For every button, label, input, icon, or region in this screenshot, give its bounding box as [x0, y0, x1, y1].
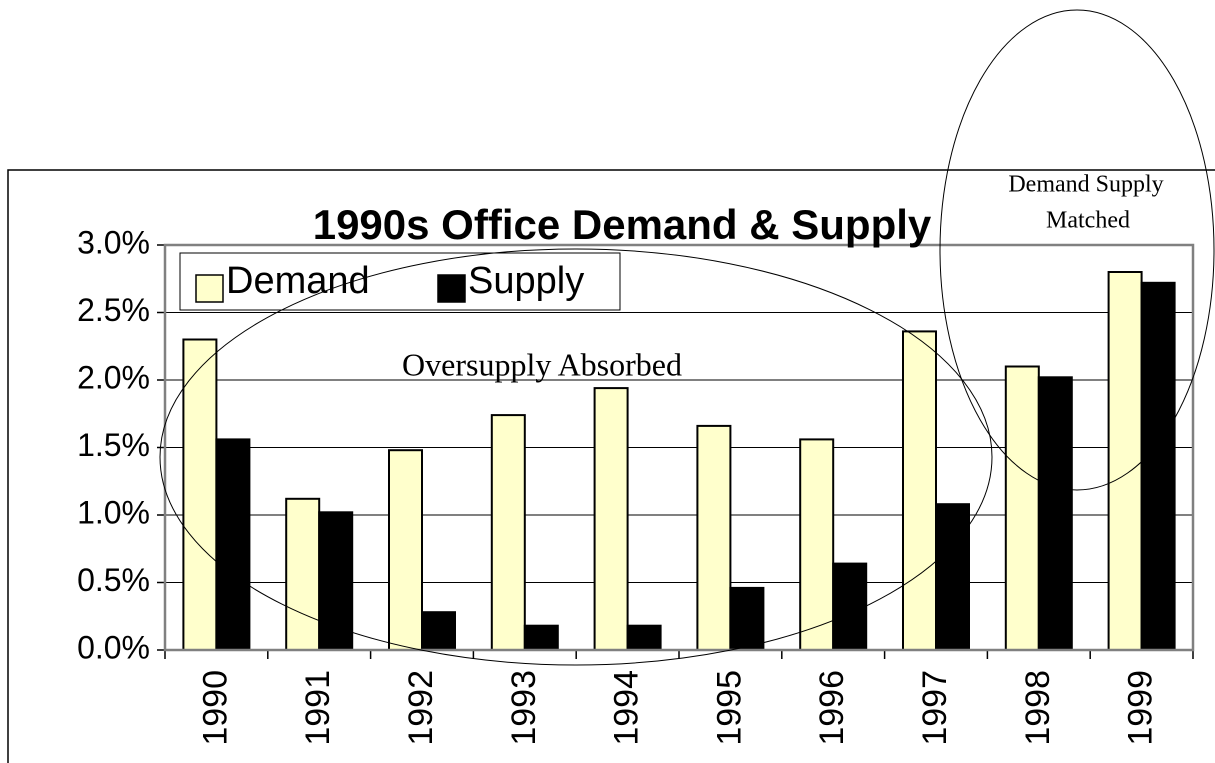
plot-border — [163, 243, 1195, 652]
bar — [1140, 281, 1176, 651]
bar — [1004, 365, 1040, 651]
bar — [490, 414, 526, 651]
bar — [902, 330, 937, 651]
bar — [729, 586, 765, 652]
y-tick-label: 1.0% — [77, 494, 150, 530]
bar — [832, 562, 868, 651]
bar — [696, 424, 732, 651]
legend-swatch — [195, 274, 224, 303]
bar — [318, 511, 354, 651]
x-tick-label: 1995 — [710, 670, 748, 746]
bar — [1037, 376, 1073, 651]
bar — [215, 438, 251, 651]
y-tick-label: 1.5% — [77, 427, 150, 463]
annotation-ellipse — [939, 9, 1215, 491]
legend-box — [179, 252, 621, 311]
y-tick-label: 2.0% — [77, 359, 150, 395]
y-tick-label: 0.0% — [77, 629, 150, 665]
bar — [421, 611, 456, 652]
x-tick-label: 1998 — [1019, 670, 1057, 746]
chart-title: 1990s Office Demand & Supply — [313, 201, 932, 248]
bar — [935, 503, 970, 652]
annotation: Demand Supply — [1008, 172, 1163, 198]
x-tick-label: 1990 — [196, 670, 234, 746]
x-tick-label: 1997 — [916, 670, 954, 746]
annotation: Oversupply Absorbed — [402, 346, 682, 382]
y-tick-label: 2.5% — [77, 292, 150, 328]
y-tick-label: 0.5% — [77, 562, 150, 598]
annotation-ellipse — [159, 248, 993, 666]
legend: Demand Supply — [179, 252, 621, 311]
bar — [626, 624, 662, 652]
x-tick-label: 1999 — [1122, 670, 1160, 746]
legend-swatch — [437, 274, 466, 303]
legend-label: Demand — [226, 260, 370, 302]
bar — [1107, 271, 1143, 651]
bar — [182, 338, 218, 651]
x-tick-label: 1991 — [299, 670, 337, 746]
bar — [799, 438, 835, 651]
y-tick-label: 3.0% — [77, 224, 150, 260]
x-tick-label: 1992 — [402, 670, 440, 746]
bar — [388, 449, 423, 652]
annotation: Matched — [1046, 208, 1130, 234]
x-tick-label: 1996 — [813, 670, 851, 746]
legend-label: Supply — [468, 260, 584, 302]
bar — [285, 497, 321, 651]
x-tick-label: 1993 — [505, 670, 543, 746]
bar — [523, 624, 559, 652]
bar — [593, 387, 629, 651]
x-tick-label: 1994 — [608, 670, 646, 746]
